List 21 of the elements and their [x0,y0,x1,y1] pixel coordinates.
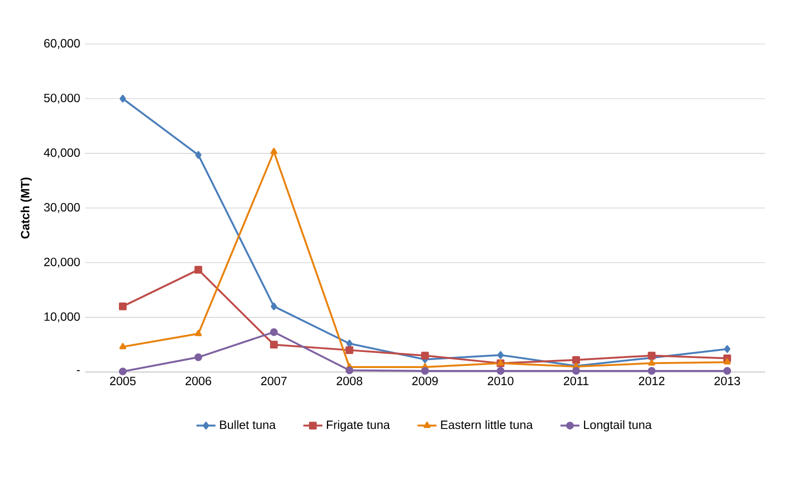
y-tick-label: 60,000 [44,39,80,49]
x-tick-label: 2006 [186,376,212,386]
x-tick-label: 2009 [412,376,438,386]
y-axis-title: Catch (MT) [20,178,32,238]
x-tick-label: 2011 [564,376,588,386]
y-tick-label: 40,000 [44,148,80,158]
legend-label: Eastern little tuna [441,420,533,430]
y-tick-label: 10,000 [44,312,80,322]
x-tick-label: 2013 [714,376,740,386]
x-tick-label: 2007 [261,376,287,386]
legend-label: Bullet tuna [220,420,276,430]
x-tick-label: 2010 [488,376,514,386]
x-tick-label: 2005 [110,376,136,386]
y-tick-label: 50,000 [44,94,80,104]
legend-label: Longtail tuna [584,420,652,432]
y-tick-label: 20,000 [44,258,80,268]
y-tick-label: 30,000 [44,203,80,213]
y-tick-label: - [76,370,80,372]
x-tick-label: 2012 [638,376,664,386]
x-tick-label: 2008 [336,376,362,386]
legend-label: Frigate tuna [326,420,390,432]
